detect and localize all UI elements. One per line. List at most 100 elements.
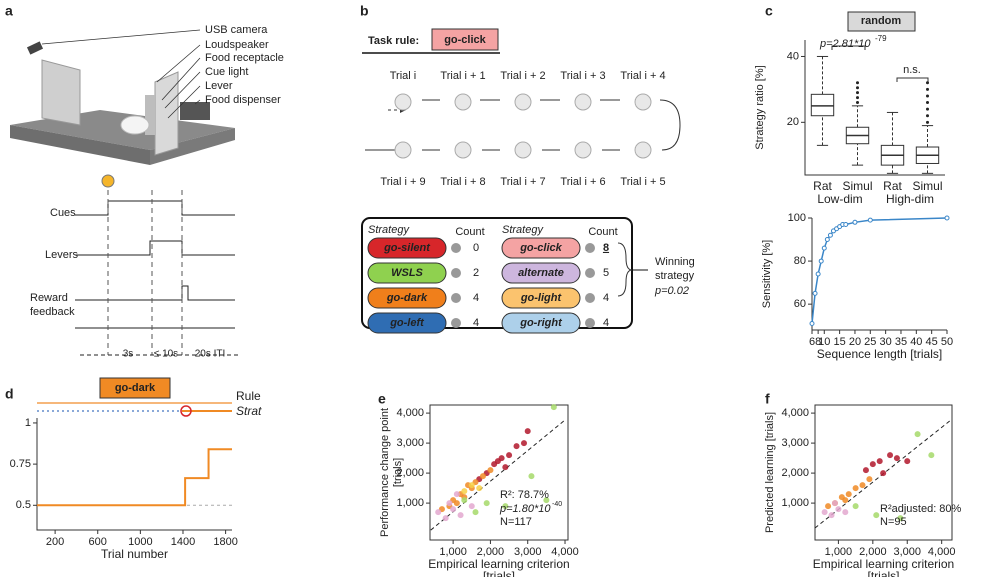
point <box>513 443 520 450</box>
outlier <box>926 120 929 124</box>
y-tick-label: 2,000 <box>396 467 424 479</box>
x-tick-label: 35 <box>895 336 907 348</box>
point <box>880 470 887 477</box>
strategy-name: go-light <box>520 292 563 304</box>
strategy-count: 4 <box>473 317 479 329</box>
box <box>810 93 835 117</box>
annotation: -79 <box>875 34 887 43</box>
strategy-name: go-left <box>389 317 425 329</box>
x-tick-label: Simul <box>842 179 872 193</box>
x-axis-label: [trials] <box>867 569 899 577</box>
outlier <box>926 81 929 85</box>
point <box>876 458 883 465</box>
y-axis-label: Strategy ratio [%] <box>754 65 766 149</box>
row-label: feedback <box>30 306 75 318</box>
y-tick-label: 4,000 <box>781 407 809 419</box>
annotation: n.s. <box>903 64 921 76</box>
rule: go-click <box>444 34 486 46</box>
panel-label: e <box>378 391 386 407</box>
rule-label: Rule <box>236 389 261 403</box>
point <box>476 485 483 492</box>
point <box>852 485 859 492</box>
point <box>502 503 509 510</box>
strategy-name: go-click <box>519 242 562 254</box>
point <box>461 497 468 504</box>
x-tick-label: 20 <box>849 336 861 348</box>
point <box>869 461 876 468</box>
outlier <box>926 114 929 118</box>
strategy-count: 4 <box>473 292 479 304</box>
panel-label: d <box>5 386 14 402</box>
point <box>821 245 827 251</box>
point <box>442 515 449 522</box>
x-axis-label: Sequence length [trials] <box>817 347 942 361</box>
strategy-count: 4 <box>603 317 609 329</box>
axis <box>814 404 953 541</box>
strategy-pill <box>501 287 581 309</box>
point <box>502 464 509 471</box>
strategy-name: WSLS <box>391 267 423 279</box>
x-tick-label: 15 <box>833 336 845 348</box>
trial-label: Trial i + 3 <box>560 70 605 82</box>
y-axis-label: [trials] <box>392 458 404 487</box>
row-label: Reward <box>30 292 68 304</box>
setup-label: Food receptacle <box>205 52 284 64</box>
chart-title: go-dark <box>115 382 156 394</box>
point <box>453 491 460 498</box>
winning-label: strategy <box>655 270 695 282</box>
table-header: Strategy <box>368 224 410 236</box>
x-tick-label: 1,000 <box>825 546 853 558</box>
point <box>842 509 849 516</box>
strategy-icon <box>585 293 595 303</box>
trial-label: Trial i + 2 <box>500 70 545 82</box>
point <box>472 509 479 516</box>
point <box>914 431 921 438</box>
point <box>446 500 453 507</box>
x-tick-label: 10 <box>818 336 830 348</box>
point <box>506 452 513 459</box>
x-tick-label: Rat <box>883 179 902 193</box>
strategy-icon <box>451 243 461 253</box>
point <box>852 219 858 225</box>
trial-label: Trial i + 9 <box>380 176 425 188</box>
outlier <box>926 94 929 98</box>
point <box>435 509 442 516</box>
point <box>866 476 873 483</box>
strategy-pill <box>367 237 447 259</box>
panel-label: c <box>765 3 773 19</box>
group-label: High-dim <box>886 192 934 206</box>
point <box>450 506 457 513</box>
trial-label: Trial i + 7 <box>500 176 545 188</box>
y-tick-label: 1,000 <box>396 497 424 509</box>
point <box>528 473 535 480</box>
table-header: Count <box>455 226 484 238</box>
point <box>845 491 852 498</box>
x-tick-label: Rat <box>813 179 832 193</box>
y-tick-label: 40 <box>787 50 799 62</box>
point <box>818 258 824 264</box>
setup-label: Food dispenser <box>205 94 281 106</box>
annotation: p=1.80*10 <box>499 503 551 515</box>
outlier <box>856 101 859 105</box>
point <box>494 458 501 465</box>
row-label: Cues <box>50 207 76 219</box>
x-tick-label: 45 <box>926 336 938 348</box>
trial-label: Trial i + 4 <box>620 70 665 82</box>
x-tick-label: 1800 <box>213 536 237 548</box>
x-tick-label: 4,000 <box>928 546 956 558</box>
point <box>897 515 904 522</box>
panel-label: a <box>5 3 13 19</box>
outlier <box>856 96 859 100</box>
x-tick-label: 30 <box>880 336 892 348</box>
annotation: p=2.81*10 <box>819 38 871 50</box>
strategy-icon <box>451 318 461 328</box>
winning-label: p=0.02 <box>654 285 689 297</box>
outlier <box>926 87 929 91</box>
strategy-count: 0 <box>473 242 479 254</box>
point <box>873 512 880 519</box>
y-tick-label: 2,000 <box>781 467 809 479</box>
strategy-pill <box>501 262 581 284</box>
x-tick-label: Simul <box>912 179 942 193</box>
y-tick-label: 3,000 <box>396 437 424 449</box>
table-header: Strategy <box>502 224 544 236</box>
